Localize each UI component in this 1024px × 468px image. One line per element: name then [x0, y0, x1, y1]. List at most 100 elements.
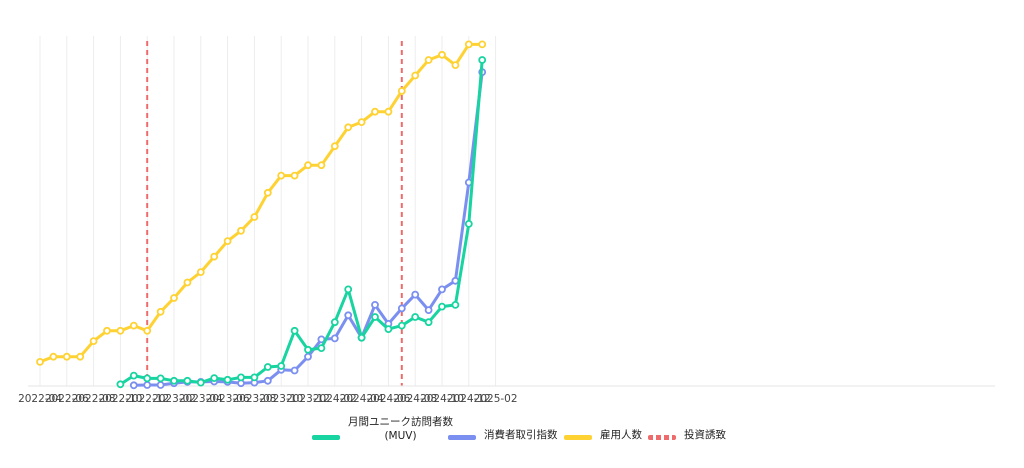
data-point-muv-2024-12	[464, 219, 473, 228]
legend-label-investment: 投資誘致	[684, 429, 726, 441]
data-point-muv-2023-05	[210, 374, 219, 383]
legend-item-investment[interactable]: 投資誘致	[648, 415, 726, 442]
data-point-employees-2024-08	[411, 71, 420, 80]
legend-item-transactions[interactable]: 消費者取引指数	[448, 415, 558, 442]
legend-swatch-employees	[564, 435, 592, 440]
data-point-muv-2025-01	[478, 56, 487, 64]
data-point-employees-2023-06	[223, 237, 232, 246]
data-point-employees-2023-12	[304, 161, 312, 170]
legend-label-employees: 雇用人数	[600, 429, 642, 441]
legend-label-muv: 月間ユニーク訪問者数 (MUV)	[348, 416, 453, 442]
data-point-employees-2024-07	[397, 87, 406, 95]
data-point-muv-2023-06	[223, 375, 232, 384]
data-point-muv-2024-04	[357, 333, 366, 342]
data-point-muv-2024-10	[438, 302, 446, 311]
data-point-transactions-2023-01	[156, 381, 165, 389]
data-point-employees-2023-03	[183, 278, 192, 287]
series-layer	[36, 40, 487, 390]
data-point-muv-2024-01	[317, 344, 326, 353]
data-point-employees-2024-10	[438, 50, 446, 59]
x-tick-label-2022-08: 2022-08	[72, 393, 116, 405]
x-tick-label-2024-08: 2024-08	[393, 393, 437, 405]
series-line-muv	[118, 58, 484, 386]
investment-event-layer	[146, 41, 403, 386]
x-tick-label-2023-06: 2023-06	[206, 393, 250, 405]
data-point-employees-2023-01	[156, 307, 165, 316]
legend: 月間ユニーク訪問者数 (MUV) 消費者取引指数 雇用人数 投資誘致	[0, 415, 1024, 465]
x-tick-label-2023-08: 2023-08	[232, 393, 276, 405]
data-point-employees-2023-09	[263, 188, 272, 197]
x-tick-label-2023-04: 2023-04	[179, 393, 223, 405]
legend-swatch-transactions	[448, 435, 476, 440]
data-point-muv-2024-05	[371, 313, 379, 321]
data-point-transactions-2024-10	[438, 285, 446, 294]
data-point-transactions-2024-11	[451, 276, 460, 285]
legend-item-muv[interactable]: 月間ユニーク訪問者数 (MUV)	[312, 415, 453, 443]
data-point-muv-2023-07	[237, 373, 245, 382]
data-point-muv-2023-02	[170, 376, 178, 385]
legend-swatch-muv	[312, 435, 340, 440]
data-point-muv-2023-03	[183, 376, 192, 385]
x-tick-label-2025-02: 2025-02	[474, 393, 518, 405]
data-point-employees-2022-04	[36, 357, 44, 366]
x-tick-label-2023-12: 2023-12	[286, 393, 330, 405]
data-point-employees-2024-03	[344, 123, 353, 132]
data-point-employees-2024-04	[357, 118, 366, 126]
x-tick-label-2022-10: 2022-10	[98, 393, 142, 405]
data-point-employees-2022-10	[116, 326, 125, 335]
x-tick-label-2022-06: 2022-06	[45, 393, 89, 405]
data-point-employees-2023-07	[237, 226, 245, 235]
data-point-employees-2024-12	[464, 40, 473, 49]
data-point-muv-2023-08	[250, 373, 259, 382]
x-tick-label-2023-02: 2023-02	[152, 393, 196, 405]
data-point-muv-2024-06	[384, 325, 393, 334]
data-point-transactions-2022-12	[143, 381, 152, 389]
data-point-muv-2024-08	[411, 313, 420, 321]
data-point-employees-2022-08	[89, 337, 98, 346]
data-point-muv-2023-12	[304, 345, 312, 354]
data-point-muv-2022-10	[116, 380, 125, 389]
series-line-employees	[38, 42, 484, 364]
data-point-muv-2024-07	[397, 321, 406, 330]
x-tick-label-2023-10: 2023-10	[259, 393, 303, 405]
data-point-employees-2022-11	[129, 321, 138, 330]
data-point-employees-2025-01	[478, 40, 487, 49]
data-point-employees-2023-10	[277, 171, 286, 180]
data-point-transactions-2024-02	[330, 334, 339, 343]
x-tick-label-2022-12: 2022-12	[125, 393, 169, 405]
data-point-transactions-2023-11	[290, 366, 299, 375]
data-point-employees-2023-04	[196, 268, 205, 277]
data-point-muv-2023-04	[196, 378, 205, 387]
data-point-employees-2023-02	[170, 294, 178, 302]
x-tick-label-2024-10: 2024-10	[420, 393, 464, 405]
x-tick-label-2024-06: 2024-06	[366, 393, 410, 405]
data-point-employees-2022-06	[62, 352, 71, 361]
data-point-muv-2024-02	[330, 318, 339, 327]
legend-item-employees[interactable]: 雇用人数	[564, 415, 642, 442]
data-point-employees-2023-05	[210, 252, 219, 261]
data-point-transactions-2023-09	[263, 376, 272, 385]
x-tick-layer: 2022-042022-062022-082022-102022-122023-…	[18, 393, 517, 405]
data-point-transactions-2024-03	[344, 311, 353, 320]
data-point-employees-2024-09	[424, 56, 433, 64]
data-point-employees-2023-08	[250, 213, 259, 221]
data-point-transactions-2024-09	[424, 306, 433, 315]
data-point-transactions-2023-12	[304, 352, 312, 361]
data-point-transactions-2024-08	[411, 290, 420, 299]
legend-label-transactions: 消費者取引指数	[484, 429, 558, 441]
data-point-employees-2024-01	[317, 161, 326, 170]
x-tick-label-2024-04: 2024-04	[340, 393, 384, 405]
x-tick-label-2024-12: 2024-12	[447, 393, 491, 405]
data-point-muv-2023-09	[263, 363, 272, 371]
data-point-muv-2022-12	[143, 374, 152, 383]
data-point-muv-2024-03	[344, 285, 353, 294]
data-point-muv-2022-11	[129, 371, 138, 380]
data-point-transactions-2024-05	[371, 300, 379, 309]
line-chart: 2022-042022-062022-082022-102022-122023-…	[18, 36, 995, 405]
legend-swatch-investment	[648, 435, 676, 440]
data-point-muv-2023-10	[277, 362, 286, 370]
data-point-employees-2023-11	[290, 171, 299, 180]
data-point-employees-2022-09	[103, 326, 111, 335]
x-tick-label-2022-04: 2022-04	[18, 393, 62, 405]
data-point-muv-2023-11	[290, 326, 299, 335]
